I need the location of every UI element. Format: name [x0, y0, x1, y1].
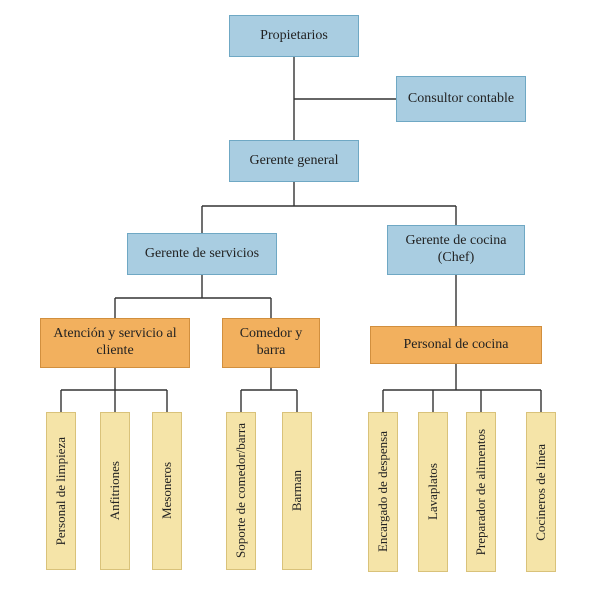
node-gerente-cocina: Gerente de cocina (Chef): [387, 225, 525, 275]
leaf-label: Barman: [289, 470, 305, 511]
node-personal-cocina: Personal de cocina: [370, 326, 542, 364]
leaf-anfitriones: Anfitriones: [100, 412, 130, 570]
leaf-despensa: Encargado de despensa: [368, 412, 398, 572]
leaf-label: Soporte de comedor/barra: [233, 423, 249, 558]
node-label: Atención y servicio al cliente: [47, 326, 183, 360]
node-consultor: Consultor contable: [396, 76, 526, 122]
leaf-cocineros: Cocineros de línea: [526, 412, 556, 572]
node-label: Gerente de servicios: [145, 246, 259, 263]
node-gerente-servicios: Gerente de servicios: [127, 233, 277, 275]
node-comedor: Comedor y barra: [222, 318, 320, 368]
node-label: Comedor y barra: [229, 326, 313, 360]
leaf-label: Anfitriones: [107, 461, 123, 520]
leaf-lavaplatos: Lavaplatos: [418, 412, 448, 572]
node-propietarios: Propietarios: [229, 15, 359, 57]
leaf-barman: Barman: [282, 412, 312, 570]
leaf-mesoneros: Mesoneros: [152, 412, 182, 570]
leaf-label: Mesoneros: [159, 462, 175, 519]
node-atencion: Atención y servicio al cliente: [40, 318, 190, 368]
leaf-label: Lavaplatos: [425, 463, 441, 520]
leaf-preparador: Preparador de alimentos: [466, 412, 496, 572]
node-label: Consultor contable: [408, 91, 514, 108]
node-label: Personal de cocina: [404, 337, 509, 354]
leaf-label: Personal de limpieza: [53, 437, 69, 545]
leaf-limpieza: Personal de limpieza: [46, 412, 76, 570]
node-label: Gerente de cocina (Chef): [394, 233, 518, 267]
node-label: Gerente general: [250, 153, 339, 170]
leaf-label: Cocineros de línea: [533, 444, 549, 541]
leaf-label: Preparador de alimentos: [473, 429, 489, 555]
node-label: Propietarios: [260, 28, 328, 45]
node-gerente: Gerente general: [229, 140, 359, 182]
leaf-label: Encargado de despensa: [375, 431, 391, 552]
leaf-soporte: Soporte de comedor/barra: [226, 412, 256, 570]
